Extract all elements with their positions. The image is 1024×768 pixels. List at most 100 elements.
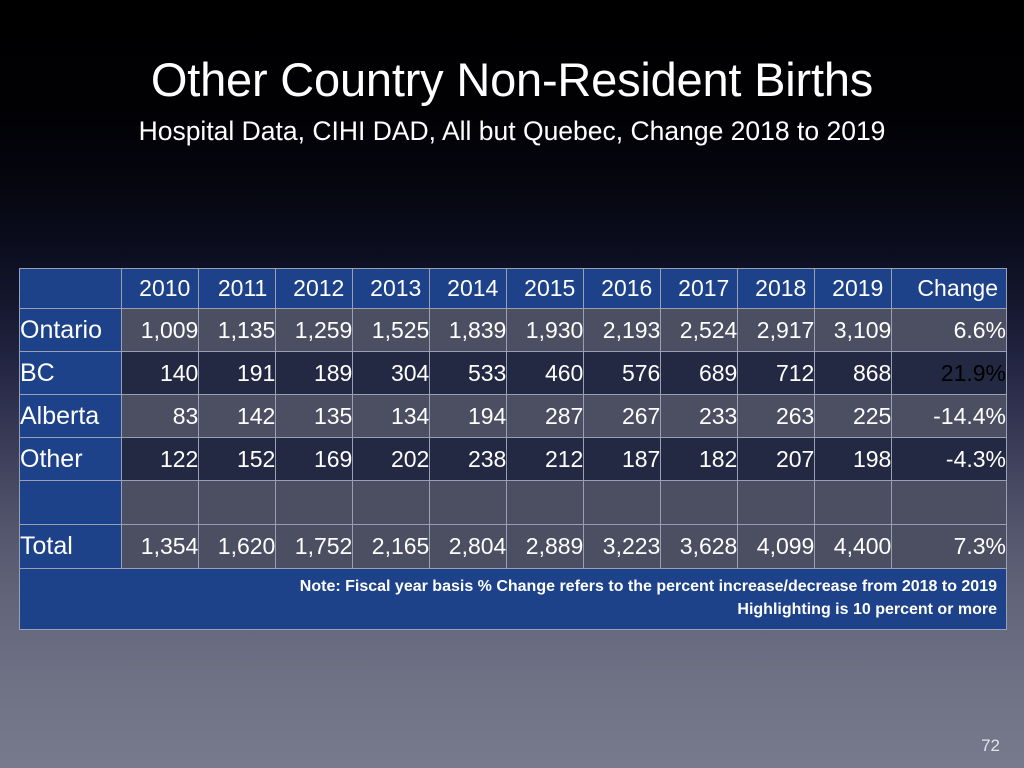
cell-alberta-2019: 225 (814, 394, 893, 438)
cell-total-change: 7.3% (891, 524, 1007, 569)
table-note-row: Note: Fiscal year basis % Change refers … (19, 568, 1007, 630)
cell-total-2013: 2,165 (352, 524, 431, 569)
cell-total-2012: 1,752 (275, 524, 354, 569)
cell-total-2018: 4,099 (737, 524, 816, 569)
cell-ontario-2019: 3,109 (814, 308, 893, 352)
cell-ontario-2014: 1,839 (429, 308, 508, 352)
cell-ontario-2013: 1,525 (352, 308, 431, 352)
table-note-cell: Note: Fiscal year basis % Change refers … (19, 568, 1007, 630)
cell-other-2018: 207 (737, 437, 816, 481)
cell-bc-2017: 689 (660, 351, 739, 395)
cell-alberta-2017: 233 (660, 394, 739, 438)
row-label-ontario: Ontario (18, 308, 123, 352)
header-cell-2017: 2017 (660, 268, 739, 309)
cell-blank-2019 (814, 480, 893, 525)
cell-total-2014: 2,804 (429, 524, 508, 569)
cell-total-2016: 3,223 (583, 524, 662, 569)
cell-total-2010: 1,354 (121, 524, 200, 569)
cell-other-2015: 212 (506, 437, 585, 481)
cell-blank-2012 (275, 480, 354, 525)
cell-other-2011: 152 (198, 437, 277, 481)
header-cell-2011: 2011 (198, 268, 277, 309)
cell-other-2010: 122 (121, 437, 200, 481)
cell-blank-2018 (737, 480, 816, 525)
cell-blank-2011 (198, 480, 277, 525)
row-label-blank (18, 480, 123, 525)
cell-alberta-2013: 134 (352, 394, 431, 438)
cell-other-change: -4.3% (891, 437, 1007, 481)
cell-blank-2015 (506, 480, 585, 525)
cell-bc-2013: 304 (352, 351, 431, 395)
cell-blank-2013 (352, 480, 431, 525)
row-label-other: Other (18, 437, 123, 481)
cell-alberta-2014: 194 (429, 394, 508, 438)
data-table-container: 2010 2011 2012 2013 2014 2015 2016 2017 … (18, 268, 1007, 630)
table-row: Alberta 83 142 135 134 194 287 267 233 2… (18, 394, 1007, 438)
cell-bc-2011: 191 (198, 351, 277, 395)
cell-alberta-2010: 83 (121, 394, 200, 438)
cell-ontario-2010: 1,009 (121, 308, 200, 352)
header-cell-2012: 2012 (275, 268, 354, 309)
header-cell-2019: 2019 (814, 268, 893, 309)
cell-bc-2019: 868 (814, 351, 893, 395)
cell-ontario-change: 6.6% (891, 308, 1007, 352)
cell-total-2015: 2,889 (506, 524, 585, 569)
cell-ontario-2018: 2,917 (737, 308, 816, 352)
cell-bc-2016: 576 (583, 351, 662, 395)
cell-other-2016: 187 (583, 437, 662, 481)
cell-alberta-2016: 267 (583, 394, 662, 438)
table-total-row: Total 1,354 1,620 1,752 2,165 2,804 2,88… (18, 524, 1007, 569)
cell-ontario-2012: 1,259 (275, 308, 354, 352)
cell-bc-2018: 712 (737, 351, 816, 395)
header-cell-2016: 2016 (583, 268, 662, 309)
table-header-row: 2010 2011 2012 2013 2014 2015 2016 2017 … (18, 268, 1007, 309)
title-block: Other Country Non-Resident Births Hospit… (0, 52, 1024, 148)
cell-total-2011: 1,620 (198, 524, 277, 569)
note-line-1: Note: Fiscal year basis % Change refers … (299, 578, 997, 595)
cell-other-2013: 202 (352, 437, 431, 481)
cell-total-2019: 4,400 (814, 524, 893, 569)
table-row: Other 122 152 169 202 238 212 187 182 20… (18, 437, 1007, 481)
cell-alberta-2015: 287 (506, 394, 585, 438)
row-label-total: Total (18, 524, 123, 569)
cell-total-2017: 3,628 (660, 524, 739, 569)
cell-blank-2016 (583, 480, 662, 525)
cell-ontario-2017: 2,524 (660, 308, 739, 352)
row-label-alberta: Alberta (18, 394, 123, 438)
cell-alberta-change: -14.4% (891, 394, 1007, 438)
page-subtitle: Hospital Data, CIHI DAD, All but Quebec,… (138, 116, 886, 146)
header-cell-2010: 2010 (121, 268, 200, 309)
births-data-table: 2010 2011 2012 2013 2014 2015 2016 2017 … (18, 268, 1007, 630)
header-cell-corner (18, 268, 123, 309)
header-cell-2014: 2014 (429, 268, 508, 309)
cell-other-2017: 182 (660, 437, 739, 481)
cell-alberta-2018: 263 (737, 394, 816, 438)
cell-other-2012: 169 (275, 437, 354, 481)
table-spacer-row (18, 480, 1007, 525)
cell-ontario-2016: 2,193 (583, 308, 662, 352)
cell-blank-change (891, 480, 1007, 525)
page-number: 72 (981, 736, 1000, 755)
page-title: Other Country Non-Resident Births (150, 53, 874, 106)
header-cell-2013: 2013 (352, 268, 431, 309)
cell-bc-change-highlighted: 21.9% (891, 351, 1007, 395)
cell-other-2019: 198 (814, 437, 893, 481)
cell-bc-2015: 460 (506, 351, 585, 395)
cell-other-2014: 238 (429, 437, 508, 481)
cell-bc-2012: 189 (275, 351, 354, 395)
table-row: Ontario 1,009 1,135 1,259 1,525 1,839 1,… (18, 308, 1007, 352)
cell-blank-2017 (660, 480, 739, 525)
cell-ontario-2015: 1,930 (506, 308, 585, 352)
table-row: BC 140 191 189 304 533 460 576 689 712 8… (18, 351, 1007, 395)
cell-blank-2010 (121, 480, 200, 525)
cell-bc-2010: 140 (121, 351, 200, 395)
header-cell-change: Change (891, 268, 1007, 309)
cell-ontario-2011: 1,135 (198, 308, 277, 352)
row-label-bc: BC (18, 351, 123, 395)
header-cell-2018: 2018 (737, 268, 816, 309)
cell-bc-2014: 533 (429, 351, 508, 395)
cell-alberta-2011: 142 (198, 394, 277, 438)
note-line-2: Highlighting is 10 percent or more (737, 601, 997, 618)
header-cell-2015: 2015 (506, 268, 585, 309)
